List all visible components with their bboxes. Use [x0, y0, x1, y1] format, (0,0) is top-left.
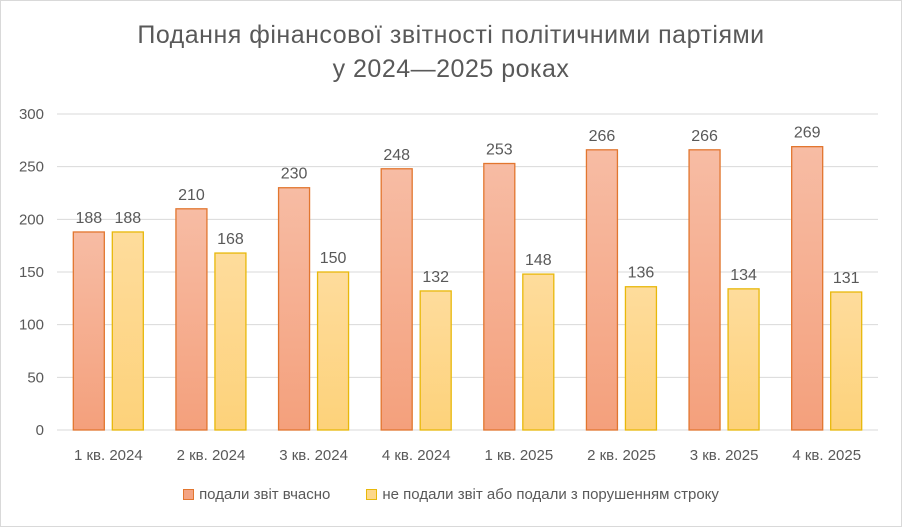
- bar-on-time: [585, 149, 619, 431]
- data-label-late: 136: [628, 265, 655, 282]
- bar-on-time: [483, 162, 516, 431]
- data-label-on-time: 210: [178, 187, 205, 204]
- data-label-late: 188: [114, 210, 141, 227]
- chart-title-block: Подання фінансової звітності політичними…: [0, 18, 902, 86]
- x-tick-label: 4 кв. 2025: [792, 447, 861, 464]
- legend-swatch-late: [366, 489, 378, 500]
- x-tick-label: 2 кв. 2024: [177, 447, 246, 464]
- data-label-late: 132: [422, 269, 449, 286]
- data-label-late: 150: [320, 250, 347, 267]
- bar-late: [830, 291, 863, 431]
- data-label-on-time: 230: [281, 166, 308, 183]
- y-tick-label: 0: [36, 422, 44, 439]
- x-tick-label: 1 кв. 2025: [484, 447, 553, 464]
- x-tick-label: 3 кв. 2025: [690, 447, 759, 464]
- bar-chart: 0 50 100 150 200 250 300 188 188 1 кв. 2024 210 16…: [19, 106, 878, 464]
- bar-late: [111, 231, 144, 431]
- data-label-on-time: 266: [589, 128, 616, 145]
- bar-on-time: [688, 149, 721, 431]
- bar-late: [522, 273, 555, 431]
- bar-late: [316, 271, 350, 431]
- x-tick-label: 1 кв. 2024: [74, 447, 143, 464]
- x-tick-label: 3 кв. 2024: [279, 447, 348, 464]
- data-label-late: 168: [217, 231, 244, 248]
- data-label-on-time: 266: [691, 128, 718, 145]
- x-tick-label: 4 кв. 2024: [382, 447, 451, 464]
- legend-swatch-on-time: [183, 489, 195, 500]
- data-label-late: 148: [525, 252, 552, 269]
- chart-subtitle: у 2024—2025 роках: [332, 55, 570, 83]
- bar-on-time: [380, 168, 413, 431]
- bar-late: [214, 252, 247, 431]
- bar-late: [727, 288, 760, 431]
- legend-item-late: не подали звіт або подали з порушенням с…: [366, 486, 719, 503]
- bar-on-time: [277, 187, 311, 431]
- x-tick-label: 2 кв. 2025: [587, 447, 656, 464]
- bar-on-time: [175, 208, 208, 431]
- legend-item-on-time: подали звіт вчасно: [183, 486, 330, 503]
- bar-on-time: [791, 146, 824, 431]
- data-label-on-time: 248: [383, 147, 410, 164]
- bar-on-time: [72, 231, 105, 431]
- y-tick-label: 150: [19, 264, 44, 281]
- chart-title: Подання фінансової звітності політичними…: [137, 21, 765, 49]
- data-label-on-time: 188: [75, 210, 102, 227]
- legend-label-late: не подали звіт або подали з порушенням с…: [382, 486, 719, 503]
- y-tick-label: 200: [19, 211, 44, 228]
- chart-legend: подали звіт вчасно не подали звіт або по…: [0, 486, 902, 503]
- bar-late: [624, 286, 658, 431]
- data-label-on-time: 269: [794, 125, 821, 142]
- bar-late: [419, 290, 452, 431]
- legend-label-on-time: подали звіт вчасно: [199, 486, 331, 503]
- y-tick-label: 300: [19, 106, 44, 123]
- y-tick-label: 50: [27, 369, 44, 386]
- y-tick-label: 100: [19, 317, 44, 334]
- data-label-late: 131: [833, 270, 860, 287]
- y-tick-label: 250: [19, 159, 44, 176]
- data-label-late: 134: [730, 267, 757, 284]
- data-label-on-time: 253: [486, 142, 513, 159]
